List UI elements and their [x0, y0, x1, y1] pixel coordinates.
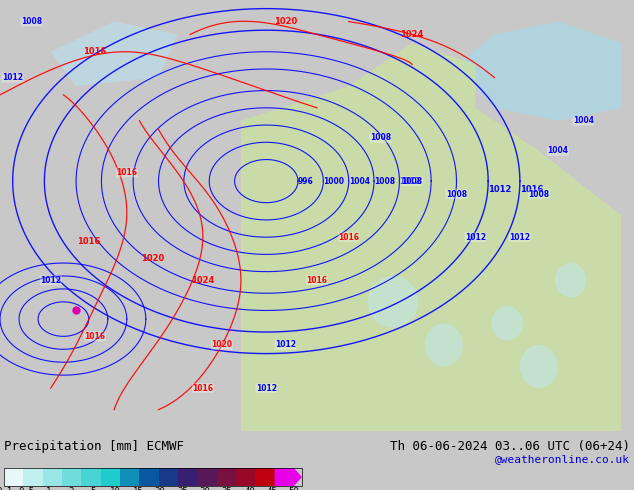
- Bar: [42, 468, 62, 486]
- Text: 1012: 1012: [256, 384, 277, 392]
- Text: 1012: 1012: [488, 185, 512, 194]
- Text: 0.1: 0.1: [0, 487, 12, 490]
- Text: 10: 10: [110, 487, 121, 490]
- Ellipse shape: [520, 345, 558, 388]
- Text: 0.5: 0.5: [18, 487, 34, 490]
- Text: 1: 1: [46, 487, 51, 490]
- Ellipse shape: [368, 276, 418, 328]
- Text: 30: 30: [200, 487, 210, 490]
- Bar: [178, 468, 197, 486]
- Text: 996: 996: [298, 176, 314, 186]
- Bar: [23, 468, 42, 486]
- Ellipse shape: [425, 323, 463, 367]
- Text: 1012: 1012: [2, 73, 23, 82]
- Bar: [101, 468, 120, 486]
- Text: @weatheronline.co.uk: @weatheronline.co.uk: [495, 454, 630, 464]
- Text: 1000: 1000: [323, 176, 344, 186]
- Text: 1016: 1016: [84, 47, 107, 56]
- Text: 1016: 1016: [306, 276, 328, 285]
- Text: 2: 2: [68, 487, 74, 490]
- Text: 1012: 1012: [40, 276, 61, 285]
- Bar: [120, 468, 139, 486]
- Ellipse shape: [491, 306, 523, 341]
- Text: 1008: 1008: [446, 190, 467, 198]
- Bar: [81, 468, 101, 486]
- Bar: [4, 468, 23, 486]
- Text: Th 06-06-2024 03..06 UTC (06+24): Th 06-06-2024 03..06 UTC (06+24): [390, 440, 630, 453]
- Text: 1008: 1008: [370, 133, 391, 143]
- Ellipse shape: [555, 263, 586, 297]
- Text: 1008: 1008: [528, 190, 550, 198]
- Text: 1016: 1016: [116, 168, 138, 177]
- Text: 1016: 1016: [84, 332, 106, 341]
- Text: 5: 5: [91, 487, 96, 490]
- Text: 1016: 1016: [338, 233, 359, 242]
- Text: 35: 35: [222, 487, 233, 490]
- Polygon shape: [349, 43, 476, 108]
- Bar: [197, 468, 217, 486]
- Bar: [256, 468, 275, 486]
- Bar: [236, 468, 256, 486]
- Polygon shape: [456, 22, 621, 121]
- Text: 1004: 1004: [573, 116, 594, 125]
- Polygon shape: [241, 86, 621, 431]
- Text: 1012: 1012: [275, 341, 296, 349]
- Polygon shape: [275, 468, 302, 486]
- Bar: [62, 468, 81, 486]
- Text: 1024: 1024: [191, 276, 214, 285]
- Text: 40: 40: [244, 487, 255, 490]
- Text: 1012: 1012: [509, 233, 531, 242]
- Text: 1004: 1004: [547, 147, 569, 155]
- Text: 1024: 1024: [401, 30, 424, 39]
- Text: 25: 25: [177, 487, 188, 490]
- Bar: [217, 468, 236, 486]
- Bar: [158, 468, 178, 486]
- Text: 1016: 1016: [192, 384, 214, 392]
- Text: 50: 50: [288, 487, 299, 490]
- Text: 20: 20: [155, 487, 165, 490]
- Text: 1012: 1012: [465, 233, 486, 242]
- Text: 1020: 1020: [274, 17, 297, 26]
- Text: 45: 45: [266, 487, 277, 490]
- Text: 1008: 1008: [21, 17, 42, 26]
- Text: 15: 15: [133, 487, 143, 490]
- Text: 1012: 1012: [399, 176, 420, 186]
- Text: Precipitation [mm] ECMWF: Precipitation [mm] ECMWF: [4, 440, 184, 453]
- Text: 1008: 1008: [374, 176, 395, 186]
- Text: 1016: 1016: [520, 185, 543, 194]
- Text: 1016: 1016: [77, 237, 100, 246]
- Bar: [139, 468, 158, 486]
- Polygon shape: [51, 22, 178, 86]
- Text: 1004: 1004: [349, 176, 370, 186]
- Text: 1020: 1020: [141, 254, 164, 263]
- Bar: [4, 468, 302, 486]
- Text: 1008: 1008: [401, 176, 423, 186]
- Text: 1020: 1020: [211, 341, 233, 349]
